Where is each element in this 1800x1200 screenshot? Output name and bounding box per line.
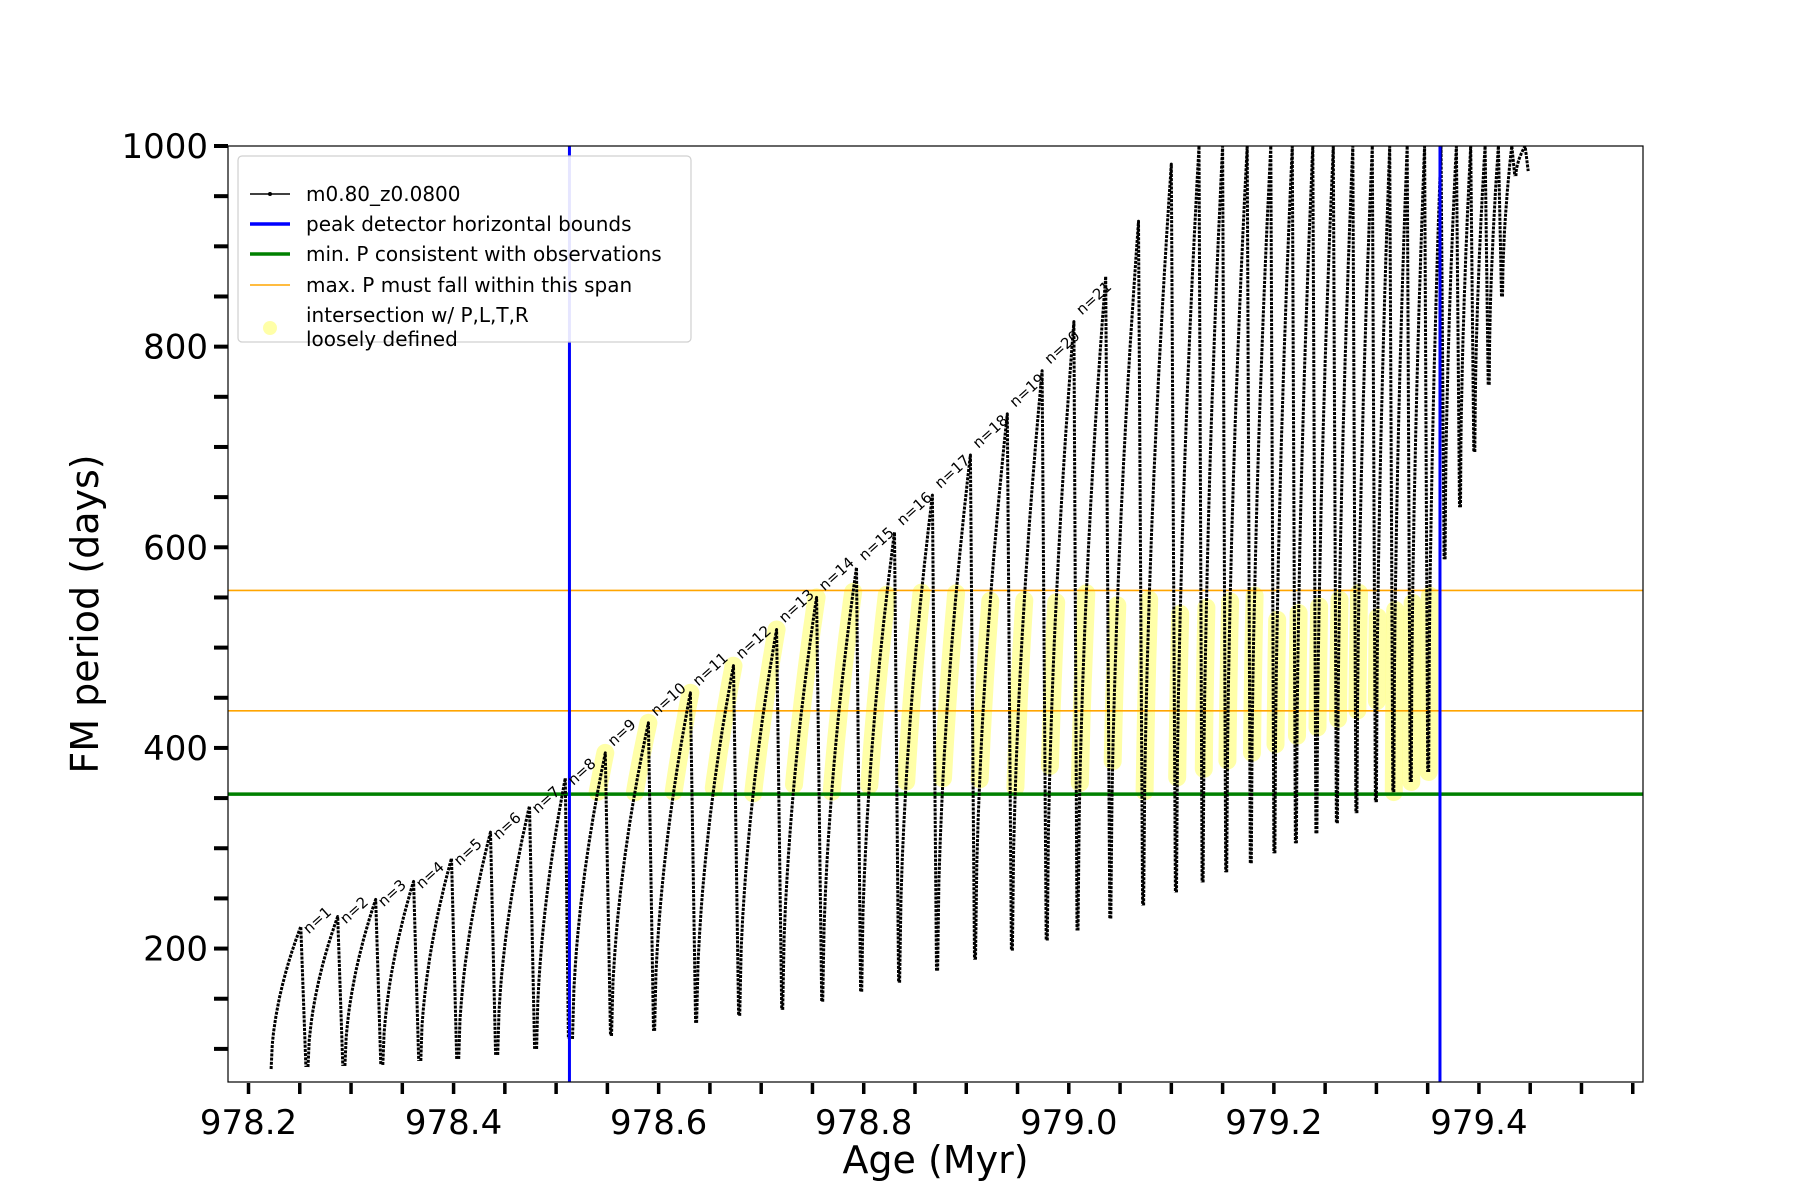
pulse-label-6: n=6 <box>489 809 525 844</box>
pulse-34 <box>1374 146 1395 803</box>
pulse-16 <box>860 530 901 992</box>
pulse-22 <box>1076 274 1112 931</box>
pulse-42 <box>1501 146 1517 297</box>
pulse-38 <box>1443 146 1461 560</box>
pulse-6 <box>457 830 498 1059</box>
y-tick-label: 600 <box>143 528 208 568</box>
pulse-13 <box>738 628 784 1016</box>
pulse-3 <box>343 897 383 1066</box>
pulse-43 <box>1514 146 1530 177</box>
pulse-label-5: n=5 <box>450 835 486 870</box>
y-tick-label: 400 <box>143 729 208 769</box>
y-axis-label: FM period (days) <box>63 454 107 773</box>
pulse-23 <box>1109 219 1145 919</box>
pulse-32 <box>1335 146 1358 824</box>
pulse-17 <box>898 493 938 983</box>
pulse-40 <box>1473 146 1490 453</box>
legend-handle-dot <box>268 192 272 196</box>
pulse-31 <box>1315 146 1338 834</box>
x-tick-label: 978.6 <box>610 1103 707 1143</box>
legend-marker-intersection <box>263 321 277 335</box>
pulse-21 <box>1045 320 1079 941</box>
y-tick-label: 1000 <box>121 127 208 167</box>
pulse-2 <box>306 915 345 1068</box>
x-tick-label: 978.4 <box>405 1103 502 1143</box>
y-axis: 200 400 600 800 1000 <box>121 127 228 1051</box>
pulse-37 <box>1427 146 1446 773</box>
pulse-27 <box>1225 146 1252 873</box>
series-m0.80-z0.0800 <box>269 146 1530 1070</box>
legend-label-4: intersection w/ P,L,T,R <box>306 303 529 327</box>
pulse-8 <box>535 776 570 1049</box>
pulse-label-3: n=3 <box>374 876 410 911</box>
pulse-label-9: n=9 <box>604 715 640 750</box>
y-tick-label: 800 <box>143 328 208 368</box>
pulse-label-21: n=21 <box>1073 278 1116 319</box>
legend-label-0: m0.80_z0.0800 <box>306 182 461 206</box>
legend-label-2: min. P consistent with observations <box>306 242 662 266</box>
pulse-5 <box>419 856 459 1061</box>
pulse-29 <box>1273 146 1297 854</box>
pulse-39 <box>1459 146 1476 508</box>
x-tick-label: 979.2 <box>1225 1103 1322 1143</box>
pulse-36 <box>1409 146 1430 783</box>
x-tick-label: 979.0 <box>1020 1103 1117 1143</box>
x-axis: 978.2 978.4 978.6 978.8 979.0 979.2 979.4 <box>200 1083 1635 1143</box>
pulse-1 <box>269 925 308 1070</box>
pulse-label-20: n=20 <box>1041 327 1084 368</box>
pulse-24 <box>1142 162 1177 906</box>
plot-frame <box>227 145 1644 1083</box>
pulse-7 <box>496 804 537 1055</box>
pulse-label-4: n=4 <box>412 858 448 893</box>
pulse-4 <box>381 879 421 1065</box>
x-tick-label: 978.2 <box>200 1103 297 1143</box>
pulse-25 <box>1175 146 1204 893</box>
pulse-12 <box>695 664 741 1023</box>
pulse-26 <box>1201 146 1228 883</box>
pulse-41 <box>1487 146 1503 385</box>
pulse-label-1: n=1 <box>299 903 335 938</box>
legend-label-3: max. P must fall within this span <box>306 273 632 297</box>
pulse-label-2: n=2 <box>336 893 372 928</box>
pulse-33 <box>1355 146 1377 814</box>
pulse-11 <box>653 691 698 1031</box>
pulse-9 <box>571 751 612 1039</box>
x-axis-label: Age (Myr) <box>842 1138 1028 1182</box>
x-tick-label: 979.4 <box>1430 1103 1527 1143</box>
x-tick-label: 978.8 <box>815 1103 912 1143</box>
pulse-35 <box>1392 146 1412 793</box>
intersection-markers <box>588 582 1439 803</box>
pulse-20 <box>1010 369 1048 951</box>
pulse-30 <box>1294 146 1318 844</box>
pulse-10 <box>610 721 655 1036</box>
legend-label-4-line2: loosely defined <box>306 327 458 351</box>
legend-box <box>237 155 692 343</box>
y-tick-label: 200 <box>143 930 208 970</box>
pulse-14 <box>781 595 824 1010</box>
legend-label-1: peak detector horizontal bounds <box>306 212 632 236</box>
pulse-19 <box>974 412 1013 960</box>
pulse-28 <box>1249 146 1276 864</box>
pulse-15 <box>821 565 863 1002</box>
